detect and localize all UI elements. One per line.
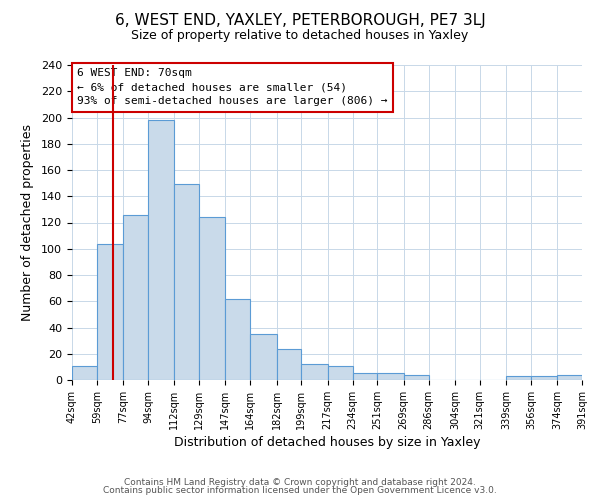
Bar	[226, 298, 250, 380]
Bar	[123, 214, 148, 380]
Text: Contains HM Land Registry data © Crown copyright and database right 2024.: Contains HM Land Registry data © Crown c…	[124, 478, 476, 487]
Bar	[377, 374, 404, 380]
Bar	[328, 366, 353, 380]
Bar	[404, 375, 428, 380]
Text: Contains public sector information licensed under the Open Government Licence v3: Contains public sector information licen…	[103, 486, 497, 495]
Bar	[250, 334, 277, 380]
Bar	[97, 244, 123, 380]
Bar	[506, 376, 531, 380]
Text: 6 WEST END: 70sqm
← 6% of detached houses are smaller (54)
93% of semi-detached : 6 WEST END: 70sqm ← 6% of detached house…	[77, 68, 388, 106]
Bar	[353, 374, 377, 380]
Bar	[72, 366, 97, 380]
Bar	[174, 184, 199, 380]
X-axis label: Distribution of detached houses by size in Yaxley: Distribution of detached houses by size …	[174, 436, 480, 449]
Y-axis label: Number of detached properties: Number of detached properties	[21, 124, 34, 321]
Text: Size of property relative to detached houses in Yaxley: Size of property relative to detached ho…	[131, 29, 469, 42]
Bar	[148, 120, 174, 380]
Bar	[199, 217, 226, 380]
Bar	[301, 364, 328, 380]
Bar	[557, 375, 582, 380]
Text: 6, WEST END, YAXLEY, PETERBOROUGH, PE7 3LJ: 6, WEST END, YAXLEY, PETERBOROUGH, PE7 3…	[115, 12, 485, 28]
Bar	[277, 348, 301, 380]
Bar	[531, 376, 557, 380]
